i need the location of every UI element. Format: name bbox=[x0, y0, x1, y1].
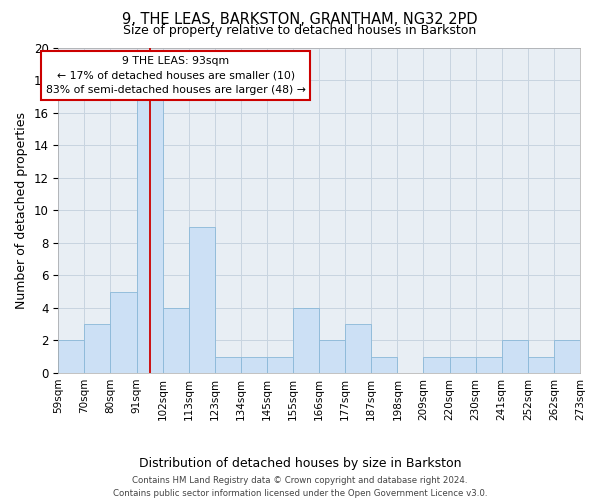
Bar bbox=[267, 356, 293, 373]
Bar bbox=[528, 356, 554, 373]
Bar bbox=[371, 356, 397, 373]
Bar bbox=[345, 324, 371, 373]
Bar bbox=[110, 292, 137, 373]
Text: 9, THE LEAS, BARKSTON, GRANTHAM, NG32 2PD: 9, THE LEAS, BARKSTON, GRANTHAM, NG32 2P… bbox=[122, 12, 478, 28]
Bar bbox=[554, 340, 580, 373]
Bar bbox=[319, 340, 345, 373]
Text: 9 THE LEAS: 93sqm
← 17% of detached houses are smaller (10)
83% of semi-detached: 9 THE LEAS: 93sqm ← 17% of detached hous… bbox=[46, 56, 305, 95]
Bar bbox=[293, 308, 319, 373]
Text: Size of property relative to detached houses in Barkston: Size of property relative to detached ho… bbox=[124, 24, 476, 37]
Text: Distribution of detached houses by size in Barkston: Distribution of detached houses by size … bbox=[139, 458, 461, 470]
Bar bbox=[476, 356, 502, 373]
Bar bbox=[137, 96, 163, 373]
Bar bbox=[241, 356, 267, 373]
Bar bbox=[85, 324, 110, 373]
Y-axis label: Number of detached properties: Number of detached properties bbox=[15, 112, 28, 309]
Bar bbox=[215, 356, 241, 373]
Bar bbox=[449, 356, 476, 373]
Bar bbox=[502, 340, 528, 373]
Text: Contains HM Land Registry data © Crown copyright and database right 2024.
Contai: Contains HM Land Registry data © Crown c… bbox=[113, 476, 487, 498]
Bar bbox=[163, 308, 189, 373]
Bar bbox=[424, 356, 449, 373]
Bar bbox=[58, 340, 85, 373]
Bar bbox=[189, 226, 215, 373]
